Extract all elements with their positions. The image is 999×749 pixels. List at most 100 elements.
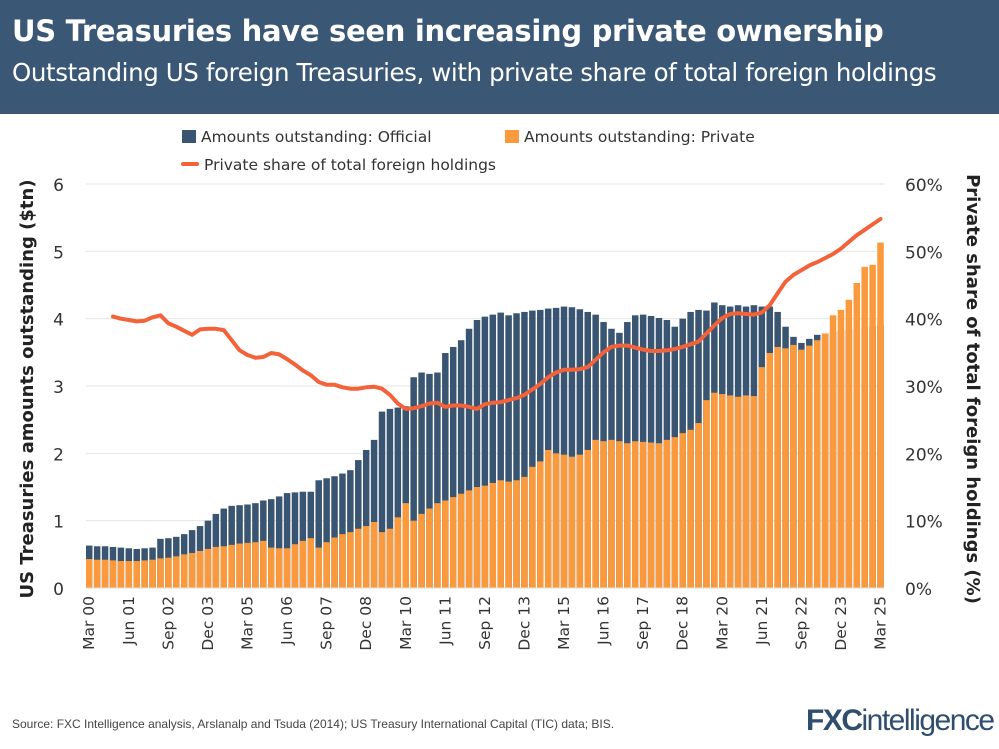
legend-swatch-official [182,130,196,143]
x-tick-label: Dec 08 [357,596,375,651]
bar-official [323,478,330,588]
bar-private [291,544,299,588]
bar-private [212,546,220,588]
chart-area: 0 0% 1 10% 2 20% 3 30% 4 40% 5 50% 6 60% Mar 00 Jun 01 S… [17,128,983,651]
bar-private [608,439,615,588]
bar-private [798,349,805,588]
x-tick-label: Sep 17 [634,596,652,650]
bar-official [457,340,465,588]
bar-official [521,311,528,588]
bar-private [410,520,417,588]
bar-official [394,407,402,588]
bar-private [647,442,655,588]
bar-official [505,315,512,588]
x-tick-label: Sep 22 [792,596,810,650]
bar-private [252,542,259,588]
share-line [111,217,883,411]
bar-private [758,367,766,588]
x-tick-label: Dec 13 [515,596,533,651]
x-tick-label: Sep 07 [318,596,336,650]
bar-official [576,309,584,588]
bar-official [529,310,536,588]
bar-private [220,546,228,588]
fxc-intelligence-logo: FXCintelligence [806,704,995,737]
bar-official [465,328,473,588]
bar-private [473,487,481,588]
bar-private [188,552,196,588]
bar-private [442,500,449,588]
x-tick-label: Jun 21 [753,596,771,646]
bar-private [323,542,330,588]
bar-official [426,373,433,588]
bar-official [537,309,544,588]
bar-official [291,492,299,588]
y-tick-label: 6 [53,176,64,196]
y2-tick-label: 0% [905,580,932,600]
bar-private [505,481,512,588]
bar-private [552,453,560,588]
header-banner: US Treasuries have seen increasing priva… [0,0,999,114]
bar-official [378,411,386,588]
bar-private [457,493,465,588]
bar-private [260,540,267,588]
bar-official [275,496,283,588]
x-tick-label: Dec 18 [674,596,692,651]
bar-official [418,372,425,588]
bar-private [141,560,148,588]
bar-private [592,439,599,588]
y-axis-title: US Treasuries amounts outstanding ($tn) [17,179,38,598]
x-tick-label: Mar 10 [397,596,415,650]
bar-private [331,537,338,588]
bar-private [719,394,726,588]
bar-private [726,395,734,588]
bar-private [529,466,536,588]
bar-private [790,344,797,588]
bar-private [821,333,829,588]
bar-private [149,559,156,588]
bar-private [307,538,315,588]
bar-private [465,490,473,588]
bar-private [347,532,354,588]
chart-subtitle: Outstanding US foreign Treasuries, with … [12,58,937,87]
y2-tick-label: 10% [905,513,943,533]
source-note: Source: FXC Intelligence analysis, Arsla… [12,717,615,731]
bar-private [711,392,718,588]
bar-private [845,299,853,588]
bar-official [339,473,346,588]
bar-private [861,266,868,588]
bar-private [853,282,861,588]
bar-private [133,561,140,588]
bar-private [631,441,639,588]
y2-tick-label: 50% [905,243,943,263]
bar-private [93,559,101,588]
legend-label-official: Amounts outstanding: Official [201,128,432,146]
legend-label-share: Private share of total foreign holdings [204,156,496,174]
bar-private [877,242,884,588]
y-tick-label: 2 [53,445,64,465]
x-tick-label: Mar 15 [555,596,573,650]
bar-official [568,307,576,588]
bar-private [109,560,117,588]
x-tick-label: Dec 03 [199,596,217,651]
bar-private [418,513,425,588]
bar-private [671,437,679,588]
bar-private [813,340,821,588]
bar-private [244,542,251,588]
x-tick-label: Jun 06 [278,596,296,646]
bar-private [362,526,370,588]
bar-official [362,449,370,588]
bar-private [275,548,283,588]
bar-private [339,534,346,588]
legend-swatch-share [181,162,199,166]
bar-private [236,543,243,588]
x-tick-label: Jun 11 [436,596,454,646]
bar-private [386,528,394,588]
bar-private [521,476,528,588]
bar-private [101,559,109,588]
bar-private [267,547,275,588]
bar-private [426,508,433,588]
chart-title: US Treasuries have seen increasing priva… [12,14,884,48]
y2-tick-label: 40% [905,311,943,331]
x-tick-label: Dec 23 [832,596,850,651]
bar-private [829,315,837,588]
